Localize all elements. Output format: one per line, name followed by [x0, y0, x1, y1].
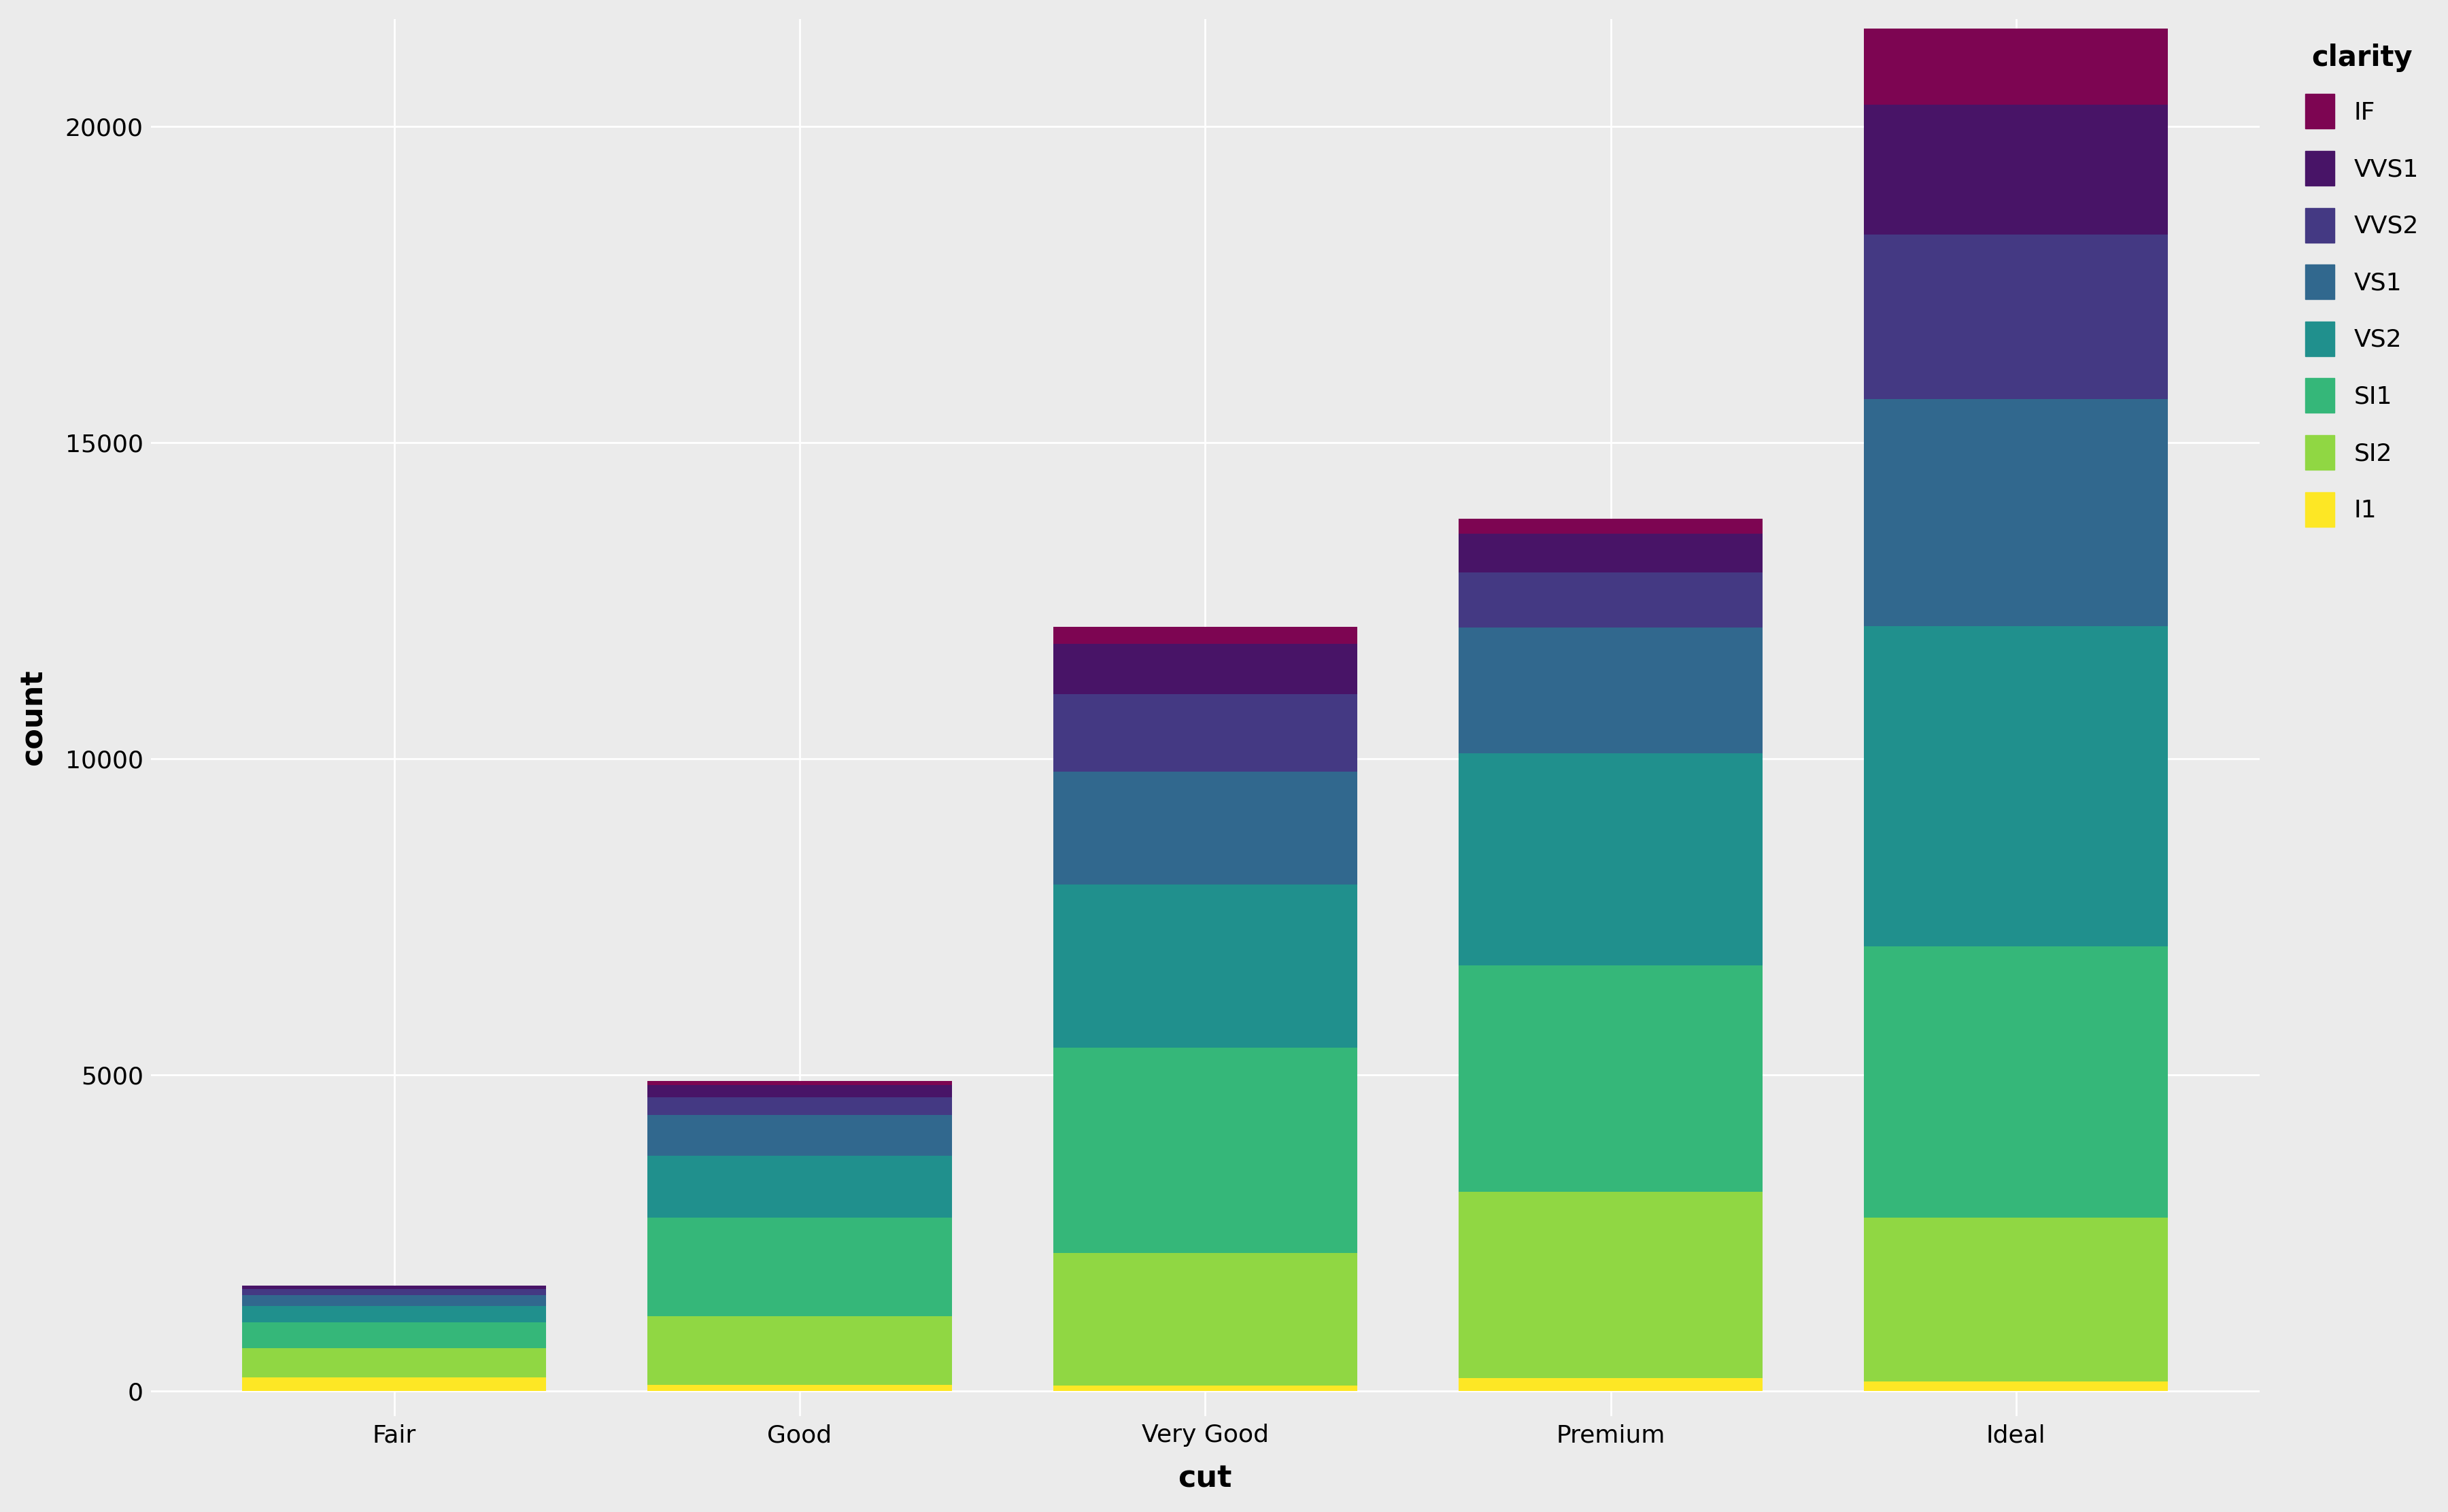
Bar	[242, 1306, 546, 1323]
Bar	[242, 1296, 546, 1306]
Bar	[1863, 399, 2169, 626]
Bar	[1053, 694, 1356, 773]
Bar	[649, 1098, 952, 1114]
Bar	[1863, 1382, 2169, 1391]
Bar	[1053, 1048, 1356, 1253]
Bar	[242, 1323, 546, 1349]
Bar	[1459, 573, 1763, 627]
Bar	[1053, 1385, 1356, 1391]
Bar	[1053, 644, 1356, 694]
Bar	[649, 1081, 952, 1086]
Bar	[242, 1377, 546, 1391]
Bar	[1053, 627, 1356, 644]
X-axis label: cut: cut	[1177, 1464, 1231, 1494]
Bar	[1863, 104, 2169, 234]
Y-axis label: count: count	[20, 670, 49, 765]
Bar	[1459, 966, 1763, 1191]
Bar	[649, 1385, 952, 1391]
Bar	[649, 1086, 952, 1098]
Bar	[242, 1290, 546, 1296]
Bar	[1459, 1191, 1763, 1377]
Bar	[242, 1285, 546, 1290]
Bar	[1053, 773, 1356, 885]
Bar	[1053, 1253, 1356, 1385]
Bar	[649, 1157, 952, 1217]
Bar	[1459, 627, 1763, 753]
Bar	[242, 1349, 546, 1377]
Bar	[1863, 947, 2169, 1217]
Bar	[1459, 1377, 1763, 1391]
Bar	[1863, 626, 2169, 947]
Bar	[1863, 234, 2169, 399]
Bar	[1459, 534, 1763, 573]
Bar	[1459, 753, 1763, 966]
Bar	[649, 1217, 952, 1317]
Bar	[1863, 29, 2169, 104]
Bar	[1053, 885, 1356, 1048]
Bar	[649, 1317, 952, 1385]
Bar	[1459, 519, 1763, 534]
Legend: IF, VVS1, VVS2, VS1, VS2, SI1, SI2, I1: IF, VVS1, VVS2, VS1, VS2, SI1, SI2, I1	[2294, 32, 2431, 538]
Bar	[649, 1114, 952, 1157]
Bar	[1863, 1217, 2169, 1382]
